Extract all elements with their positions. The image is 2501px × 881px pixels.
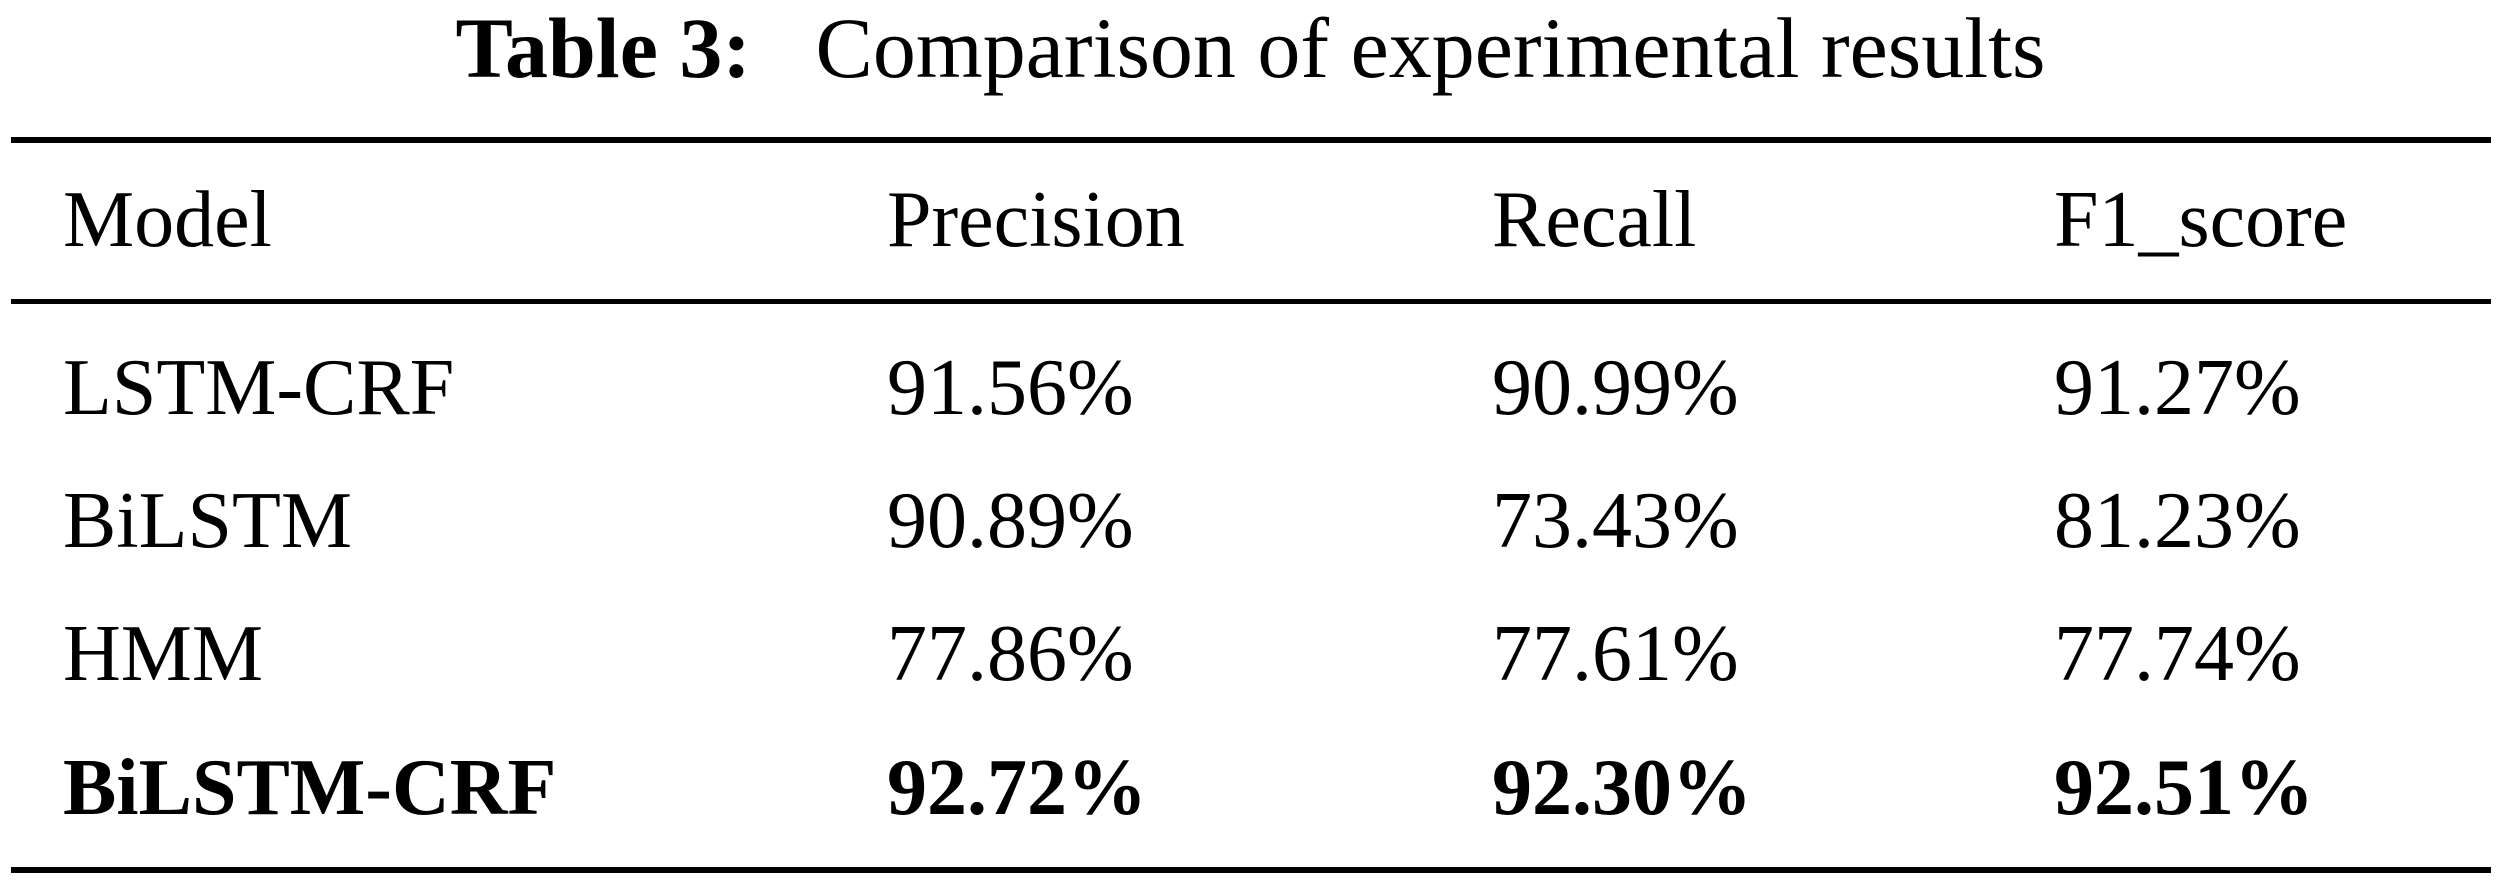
cell-recall: 92.30% [1492, 744, 1752, 832]
cell-model: BiLSTM-CRF [63, 744, 557, 832]
cell-precision: 77.86% [887, 610, 1134, 698]
header-precision: Precision [887, 176, 1185, 264]
table-header-row: Model Precision Recall F1_score [0, 160, 2501, 280]
table-bottom-rule [11, 867, 2491, 873]
table-header-rule [11, 299, 2491, 304]
cell-model: HMM [63, 610, 264, 698]
cell-f1-score: 91.27% [2054, 344, 2301, 432]
table-row: LSTM-CRF 91.56% 90.99% 91.27% [0, 328, 2501, 448]
cell-recall: 90.99% [1492, 344, 1739, 432]
cell-model: LSTM-CRF [63, 344, 455, 432]
table-caption: Table 3: Comparison of experimental resu… [0, 0, 2501, 110]
table-row: BiLSTM 90.89% 73.43% 81.23% [0, 461, 2501, 581]
table-row: HMM 77.86% 77.61% 77.74% [0, 594, 2501, 714]
header-f1-score: F1_score [2054, 176, 2348, 264]
cell-f1-score: 77.74% [2054, 610, 2301, 698]
cell-precision: 91.56% [887, 344, 1134, 432]
cell-precision: 90.89% [887, 477, 1134, 565]
cell-recall: 77.61% [1492, 610, 1739, 698]
cell-model: BiLSTM [63, 477, 352, 565]
header-recall: Recall [1492, 176, 1697, 264]
table-caption-text: Comparison of experimental results [815, 0, 2046, 96]
table-top-rule [11, 137, 2491, 143]
table-row-highlighted: BiLSTM-CRF 92.72% 92.30% 92.51% [0, 728, 2501, 848]
cell-precision: 92.72% [887, 744, 1147, 832]
header-model: Model [63, 176, 272, 264]
cell-f1-score: 92.51% [2054, 744, 2314, 832]
table-caption-label: Table 3: [455, 0, 752, 96]
table-caption-spacer [773, 0, 795, 96]
cell-recall: 73.43% [1492, 477, 1739, 565]
cell-f1-score: 81.23% [2054, 477, 2301, 565]
